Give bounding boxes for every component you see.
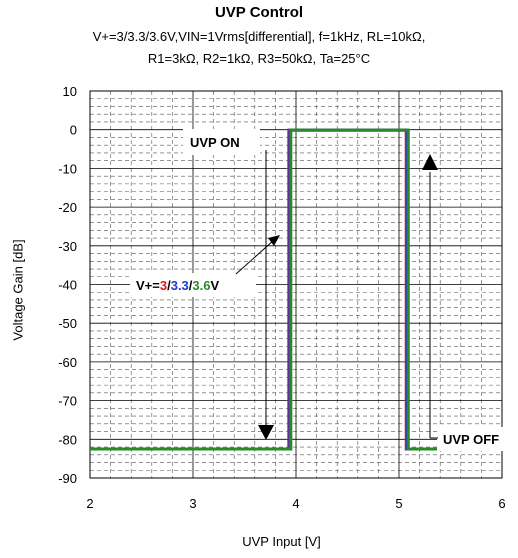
y-tick-label: -60 <box>58 355 77 370</box>
y-tick-label: -10 <box>58 161 77 176</box>
y-tick-label: -70 <box>58 394 77 409</box>
x-axis-label: UVP Input [V] <box>242 534 321 549</box>
y-tick-label: -40 <box>58 278 77 293</box>
y-tick-label: -90 <box>58 471 77 486</box>
annotation-box-uvp-off <box>437 427 517 451</box>
y-tick-label: -80 <box>58 432 77 447</box>
x-tick-label: 2 <box>86 496 93 511</box>
y-tick-label: -20 <box>58 200 77 215</box>
chart-subtitle-line2: R1=3kΩ, R2=1kΩ, R3=50kΩ, Ta=25°C <box>147 51 371 66</box>
chart-title: UVP Control <box>214 4 304 21</box>
chart-subtitle-line1: V+=3/3.3/3.6V,VIN=1Vrms[differential], f… <box>92 29 426 44</box>
annotation-box-uvp-on <box>183 129 260 155</box>
annotation-label-supply: V+=3/3.3/3.6V <box>136 278 220 293</box>
series-line-3 <box>90 128 502 451</box>
x-tick-label: 4 <box>292 496 299 511</box>
annotation-label-uvp-off: UVP OFF <box>443 432 499 447</box>
y-tick-label: -30 <box>58 239 77 254</box>
x-tick-label: 3 <box>189 496 196 511</box>
annotation-leader-supply <box>235 239 275 275</box>
annotation-arrowhead-uvp-off <box>422 154 438 170</box>
annotation-label-uvp-on: UVP ON <box>190 135 240 150</box>
y-tick-label: 0 <box>70 123 77 138</box>
x-tick-label: 6 <box>498 496 505 511</box>
annotation-arrowhead-supply <box>268 235 280 246</box>
y-tick-label: 10 <box>63 84 77 99</box>
x-tick-label: 5 <box>395 496 402 511</box>
plot-frame <box>89 90 503 479</box>
annotation-arrowhead-uvp-on <box>258 425 274 440</box>
y-tick-label: -50 <box>58 316 77 331</box>
annotation-box-supply <box>130 273 256 297</box>
